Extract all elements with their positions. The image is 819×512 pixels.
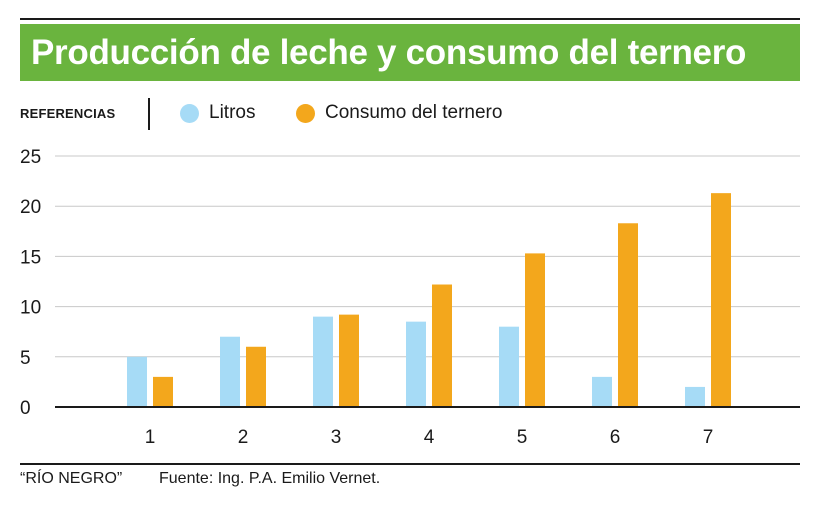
x-tick-label: 4 bbox=[424, 427, 435, 448]
bar-litros bbox=[313, 316, 333, 407]
bar-consumo bbox=[432, 284, 452, 407]
footer-source: Fuente: Ing. P.A. Emilio Vernet. bbox=[159, 470, 381, 487]
x-tick-label: 5 bbox=[517, 427, 528, 448]
y-tick-label: 10 bbox=[20, 298, 41, 319]
legend: REFERENCIAS Litros Consumo del ternero bbox=[20, 98, 800, 132]
legend-label-litros: Litros bbox=[209, 102, 256, 123]
bar-litros bbox=[406, 321, 426, 407]
bar-consumo bbox=[246, 346, 266, 407]
bar-consumo bbox=[618, 223, 638, 407]
y-tick-label: 0 bbox=[20, 398, 31, 419]
bar-litros bbox=[592, 376, 612, 407]
bar-litros bbox=[499, 326, 519, 407]
x-tick-label: 2 bbox=[238, 427, 249, 448]
y-tick-label: 20 bbox=[20, 197, 41, 218]
legend-swatch-litros bbox=[180, 103, 199, 123]
legend-item-consumo: Consumo del ternero bbox=[296, 102, 502, 124]
legend-heading: REFERENCIAS bbox=[20, 106, 116, 121]
bar-chart: 0 5 10 15 20 25 1 2 3 4 5 6 7 bbox=[20, 147, 800, 448]
y-tick-label: 5 bbox=[20, 348, 31, 369]
bottom-rule bbox=[20, 463, 800, 465]
y-tick-label: 25 bbox=[20, 147, 41, 168]
bar-litros bbox=[220, 336, 240, 407]
chart-title: Producción de leche y consumo del terner… bbox=[31, 32, 747, 72]
x-tick-label: 3 bbox=[331, 427, 342, 448]
x-tick-label: 6 bbox=[610, 427, 621, 448]
x-tick-label: 1 bbox=[145, 427, 156, 448]
bar-litros bbox=[685, 386, 705, 407]
bar-litros bbox=[127, 356, 147, 407]
y-tick-label: 15 bbox=[20, 247, 41, 268]
bar-consumo bbox=[153, 376, 173, 407]
bar-consumo bbox=[525, 253, 545, 407]
title-band: Producción de leche y consumo del terner… bbox=[20, 24, 800, 81]
legend-item-litros: Litros bbox=[180, 102, 255, 124]
top-rule bbox=[20, 18, 800, 20]
footer-credit: “RÍO NEGRO” bbox=[20, 470, 123, 487]
x-tick-label: 7 bbox=[703, 427, 714, 448]
legend-swatch-consumo bbox=[296, 103, 315, 123]
bar-consumo bbox=[711, 193, 731, 407]
bar-consumo bbox=[339, 314, 359, 407]
legend-separator bbox=[148, 98, 150, 130]
legend-label-consumo: Consumo del ternero bbox=[325, 102, 503, 123]
